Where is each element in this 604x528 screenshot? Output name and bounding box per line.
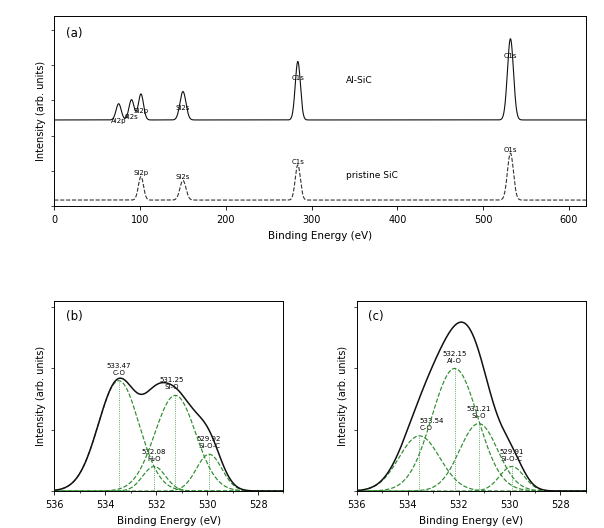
Text: 533.47
C-O: 533.47 C-O bbox=[106, 363, 131, 376]
Text: Si2s: Si2s bbox=[176, 174, 190, 180]
Text: O1s: O1s bbox=[504, 147, 517, 153]
X-axis label: Binding Energy (eV): Binding Energy (eV) bbox=[117, 516, 221, 525]
Text: 529.91
Si-O-C: 529.91 Si-O-C bbox=[500, 449, 524, 461]
Text: 532.15
Al-O: 532.15 Al-O bbox=[443, 351, 467, 363]
X-axis label: Binding Energy (eV): Binding Energy (eV) bbox=[268, 231, 372, 240]
Text: O1s: O1s bbox=[504, 53, 517, 59]
X-axis label: Binding Energy (eV): Binding Energy (eV) bbox=[419, 516, 524, 525]
Text: Si2p: Si2p bbox=[133, 171, 149, 176]
Text: 532.08
H₂O: 532.08 H₂O bbox=[142, 449, 166, 461]
Text: (a): (a) bbox=[66, 27, 83, 40]
Text: C1s: C1s bbox=[291, 158, 304, 165]
Text: Al-SiC: Al-SiC bbox=[346, 76, 373, 84]
Text: 531.21
Si-O: 531.21 Si-O bbox=[466, 406, 491, 419]
Text: Si2p: Si2p bbox=[133, 108, 149, 114]
Text: Al2s: Al2s bbox=[124, 114, 139, 120]
Y-axis label: Intensity (arb. units): Intensity (arb. units) bbox=[36, 346, 46, 446]
Y-axis label: Intensity (arb. units): Intensity (arb. units) bbox=[36, 61, 46, 161]
Y-axis label: Intensity (arb. units): Intensity (arb. units) bbox=[338, 346, 349, 446]
Text: C1s: C1s bbox=[291, 76, 304, 81]
Text: (c): (c) bbox=[368, 310, 384, 324]
Text: 529.92
Si-O-C: 529.92 Si-O-C bbox=[197, 436, 221, 449]
Text: 531.25
Si-O: 531.25 Si-O bbox=[159, 378, 184, 391]
Text: pristine SiC: pristine SiC bbox=[346, 171, 397, 180]
Text: Al2p: Al2p bbox=[111, 118, 126, 124]
Text: 533.54
C-O: 533.54 C-O bbox=[419, 418, 444, 431]
Text: Si2s: Si2s bbox=[176, 106, 190, 111]
Text: (b): (b) bbox=[66, 310, 83, 324]
